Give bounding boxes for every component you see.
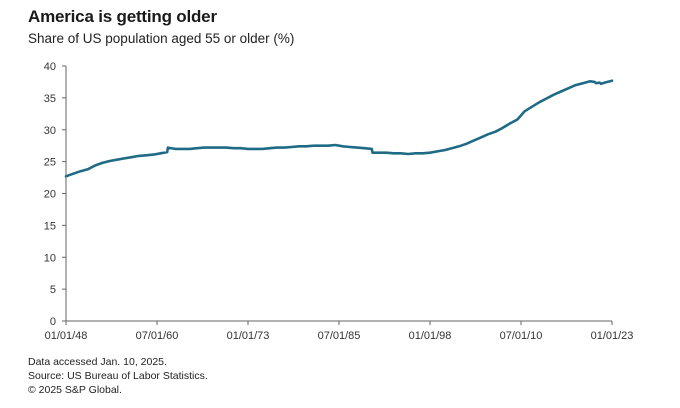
y-tick-label: 30 bbox=[44, 125, 56, 137]
y-tick-label: 25 bbox=[44, 157, 56, 169]
footer-source: Source: US Bureau of Labor Statistics. bbox=[28, 370, 208, 382]
x-axis: 01/01/48 07/01/60 01/01/73 07/01/85 01/01/98… bbox=[45, 320, 634, 342]
footer-copyright: © 2025 S&P Global. bbox=[28, 384, 122, 396]
y-tick-label: 15 bbox=[44, 220, 56, 232]
chart-footer: Data accessed Jan. 10, 2025. Source: US … bbox=[28, 355, 208, 397]
y-tick-label: 20 bbox=[44, 189, 56, 201]
x-tick-label: 01/01/48 bbox=[45, 330, 88, 342]
plot-series bbox=[64, 79, 614, 178]
x-tick-label: 01/01/23 bbox=[591, 330, 634, 342]
y-axis: 0 5 10 15 20 25 30 35 40 bbox=[44, 61, 67, 328]
x-tick-label: 07/01/60 bbox=[136, 330, 179, 342]
chart-title: America is getting older bbox=[28, 7, 217, 26]
footer-accessed-note: Data accessed Jan. 10, 2025. bbox=[28, 356, 167, 368]
x-tick-label: 01/01/98 bbox=[409, 330, 452, 342]
series-line bbox=[64, 79, 614, 178]
y-tick-label: 40 bbox=[44, 61, 56, 73]
x-tick-label: 07/01/10 bbox=[500, 330, 543, 342]
x-tick-label: 07/01/85 bbox=[318, 330, 361, 342]
y-tick-label: 35 bbox=[44, 93, 56, 105]
chart-subtitle: Share of US population aged 55 or older … bbox=[28, 31, 295, 46]
y-tick-label: 5 bbox=[50, 284, 56, 296]
y-tick-label: 0 bbox=[50, 316, 56, 328]
y-tick-label: 10 bbox=[44, 252, 56, 264]
x-tick-label: 01/01/73 bbox=[227, 330, 270, 342]
